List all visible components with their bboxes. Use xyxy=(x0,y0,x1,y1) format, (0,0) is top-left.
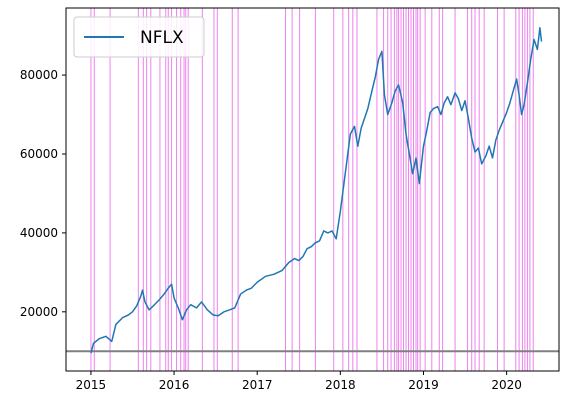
y-tick-label: 40000 xyxy=(20,226,58,240)
x-axis: 2015 2016 2017 2018 2019 2020 xyxy=(76,371,522,392)
plot-area-frame xyxy=(65,7,560,372)
x-tick-label: 2017 xyxy=(242,378,273,392)
x-tick-label: 2019 xyxy=(408,378,439,392)
y-tick-label: 80000 xyxy=(20,68,58,82)
legend: NFLX xyxy=(73,16,205,58)
x-tick-label: 2018 xyxy=(325,378,356,392)
x-tick-label: 2016 xyxy=(159,378,190,392)
x-tick-label: 2015 xyxy=(76,378,107,392)
vertical-markers xyxy=(90,8,534,371)
y-tick-label: 60000 xyxy=(20,147,58,161)
legend-label-nflx: NFLX xyxy=(140,28,184,48)
y-tick-label: 20000 xyxy=(20,305,58,319)
series-line-nflx xyxy=(90,26,543,354)
x-tick-label: 2020 xyxy=(491,378,522,392)
plot-area-background xyxy=(66,8,559,371)
y-axis: 20000 40000 60000 80000 xyxy=(20,68,66,319)
legend-box xyxy=(73,16,205,58)
